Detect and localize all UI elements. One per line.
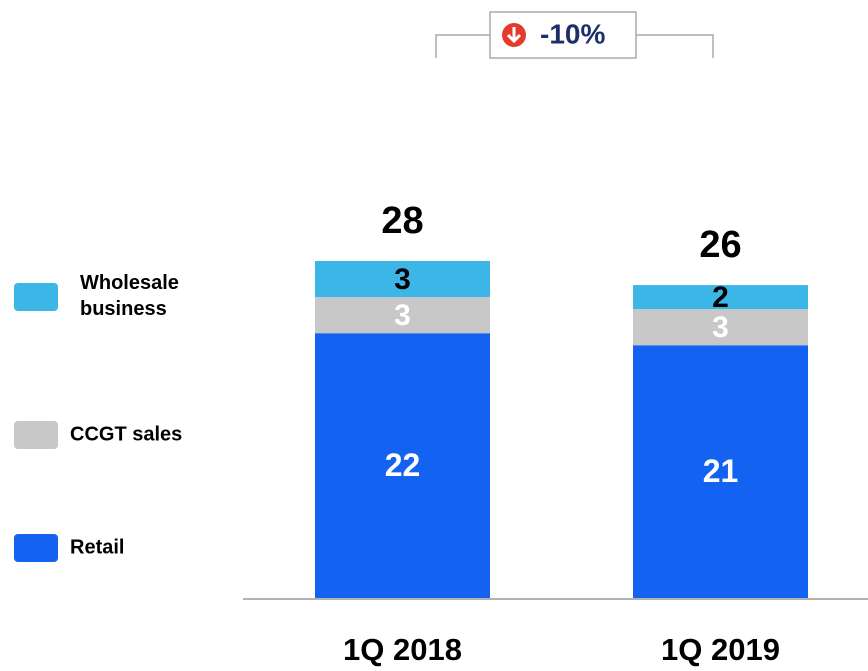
value-label: 3 [394, 263, 411, 296]
bracket-left [435, 34, 490, 58]
value-label: 2 [712, 281, 729, 314]
bar-segment [315, 297, 490, 334]
legend-swatch [14, 534, 58, 562]
bracket-right [636, 34, 714, 58]
bar-segment [633, 309, 808, 346]
x-tick-label: 1Q 2018 [343, 632, 462, 667]
bar-segment [315, 261, 490, 298]
value-label: 21 [703, 453, 739, 489]
annotation-box [489, 11, 637, 59]
legend-label: Retail [70, 536, 124, 558]
bar-segment [633, 285, 808, 310]
legend-swatch [14, 283, 58, 311]
legend-swatch [14, 421, 58, 449]
total-label: 26 [699, 224, 741, 266]
bar-segment [315, 333, 490, 598]
legend-label: CCGT sales [70, 423, 182, 445]
value-label: 22 [385, 447, 421, 483]
total-label: 28 [381, 200, 423, 242]
down-arrow [506, 27, 522, 44]
value-label: 3 [394, 299, 411, 332]
bar-segment [633, 345, 808, 598]
x-tick-label: 1Q 2019 [661, 632, 780, 667]
annotation: -10% [540, 18, 605, 49]
value-label: 3 [712, 311, 729, 344]
legend-label: Wholesale business [80, 272, 179, 320]
